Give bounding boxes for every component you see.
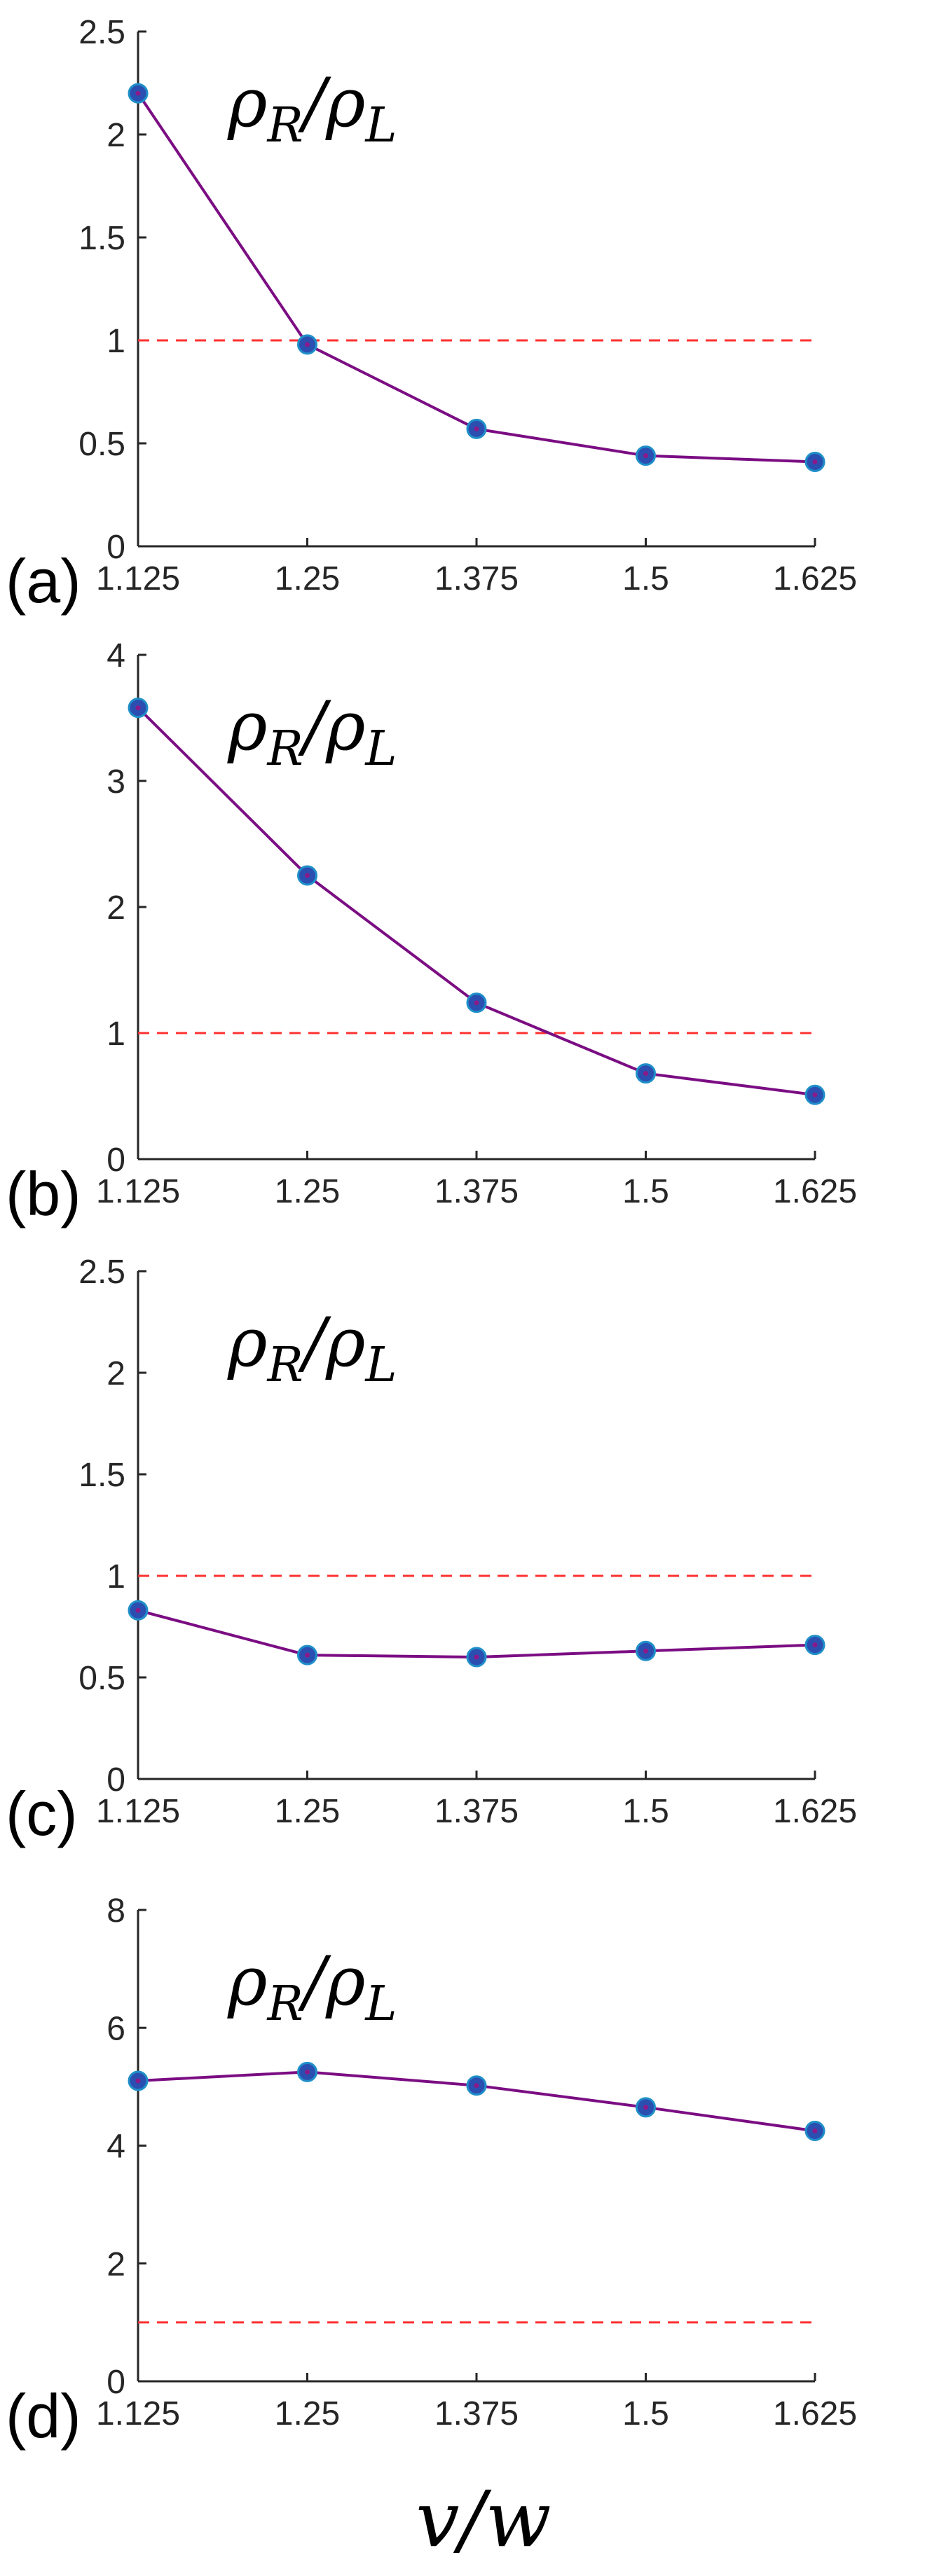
data-point-center <box>135 90 141 96</box>
data-point-center <box>474 2083 479 2089</box>
series-line <box>137 92 816 464</box>
panel-1: 0 0.5 1 1.5 2 2.5 1.125 1.25 1.375 1.5 1.625 (a) ρR/… <box>6 14 857 616</box>
y-tick-label: 2.5 <box>78 1254 125 1291</box>
x-tick-label: 1.25 <box>275 2395 340 2432</box>
y-tick-label: 2 <box>107 889 125 927</box>
data-point-center <box>305 342 310 347</box>
panel-1-ratio-label: ρR/ρL <box>227 64 397 153</box>
x-axis-label: v/w <box>416 2474 551 2564</box>
y-tick-label: 2 <box>107 1355 125 1392</box>
x-tick-label: 1.125 <box>96 1173 180 1210</box>
data-point-center <box>135 2078 141 2084</box>
data-point-center <box>474 1000 479 1006</box>
x-tick-label: 1.25 <box>275 560 340 597</box>
y-tick-label: 1.5 <box>78 1457 125 1494</box>
series-line <box>137 707 816 1097</box>
x-tick-label: 1.5 <box>622 1793 669 1830</box>
y-tick-label: 1.5 <box>78 220 125 257</box>
y-tick-label: 1 <box>107 323 125 360</box>
data-point-center <box>305 1652 310 1658</box>
x-tick-label: 1.5 <box>622 560 669 597</box>
x-tick-label: 1.125 <box>96 2395 180 2432</box>
x-tick-label: 1.5 <box>622 1173 669 1210</box>
data-point-center <box>135 1607 141 1613</box>
data-point-center <box>643 453 648 459</box>
x-tick-label: 1.375 <box>434 1173 519 1210</box>
panel-letter: (c) <box>6 1779 78 1848</box>
panel-3-ratio-label: ρR/ρL <box>227 1303 397 1393</box>
x-tick-label: 1.625 <box>773 560 857 597</box>
panel-letter: (d) <box>6 2381 81 2451</box>
y-tick-label: 8 <box>107 1892 125 1930</box>
x-tick-label: 1.125 <box>96 1793 180 1830</box>
data-point-center <box>812 1092 818 1097</box>
data-point-center <box>643 2105 648 2110</box>
y-tick-label: 2 <box>107 2246 125 2283</box>
panel-2-ratio-label: ρR/ρL <box>227 687 397 777</box>
panel-4-ratio-label: ρR/ρL <box>227 1942 397 2032</box>
y-tick-label: 4 <box>107 637 125 674</box>
y-tick-label: 0.5 <box>78 426 125 463</box>
x-tick-label: 1.125 <box>96 560 180 597</box>
data-point-center <box>305 873 310 878</box>
chart-panels: 0 0.5 1 1.5 2 2.5 1.125 1.25 1.375 1.5 1.625 (a) ρR/… <box>6 14 857 2451</box>
y-tick-label: 1 <box>107 1558 125 1595</box>
x-tick-label: 1.625 <box>773 1793 857 1830</box>
y-tick-label: 2 <box>107 117 125 154</box>
y-tick-label: 0 <box>107 1142 125 1179</box>
panel-letter: (b) <box>6 1159 81 1228</box>
data-point-center <box>812 2128 818 2133</box>
y-tick-label: 0 <box>107 529 125 566</box>
y-tick-label: 4 <box>107 2128 125 2166</box>
y-tick-label: 6 <box>107 2010 125 2047</box>
x-tick-label: 1.375 <box>434 1793 519 1830</box>
x-tick-label: 1.625 <box>773 1173 857 1210</box>
y-tick-label: 2.5 <box>78 14 125 51</box>
panel-3: 0 0.5 1 1.5 2 2.5 1.125 1.25 1.375 1.5 1.625 (c) ρR/… <box>6 1254 857 1848</box>
y-tick-label: 0 <box>107 2364 125 2401</box>
x-tick-label: 1.25 <box>275 1173 340 1210</box>
data-point-center <box>474 426 479 431</box>
y-tick-label: 0 <box>107 1761 125 1799</box>
data-point-center <box>812 459 818 464</box>
data-point-center <box>643 1071 648 1076</box>
y-tick-label: 1 <box>107 1016 125 1053</box>
x-tick-label: 1.625 <box>773 2395 857 2432</box>
panel-letter: (a) <box>6 546 81 616</box>
data-point-center <box>474 1654 479 1660</box>
panel-2: 0 1 2 3 4 1.125 1.25 1.375 1.5 1.625 (b) ρR/ρL <box>6 637 857 1228</box>
data-point-center <box>135 705 141 711</box>
x-tick-label: 1.5 <box>622 2395 669 2432</box>
data-point-center <box>643 1648 648 1654</box>
panel-4: 0 2 4 6 8 1.125 1.25 1.375 1.5 1.625 (d) ρR/ρL <box>6 1892 857 2451</box>
x-tick-label: 1.25 <box>275 1793 340 1830</box>
y-tick-label: 3 <box>107 763 125 801</box>
y-tick-label: 0.5 <box>78 1660 125 1697</box>
x-tick-label: 1.375 <box>434 560 519 597</box>
data-point-center <box>305 2069 310 2075</box>
data-point-center <box>812 1642 818 1648</box>
x-tick-label: 1.375 <box>434 2395 519 2432</box>
